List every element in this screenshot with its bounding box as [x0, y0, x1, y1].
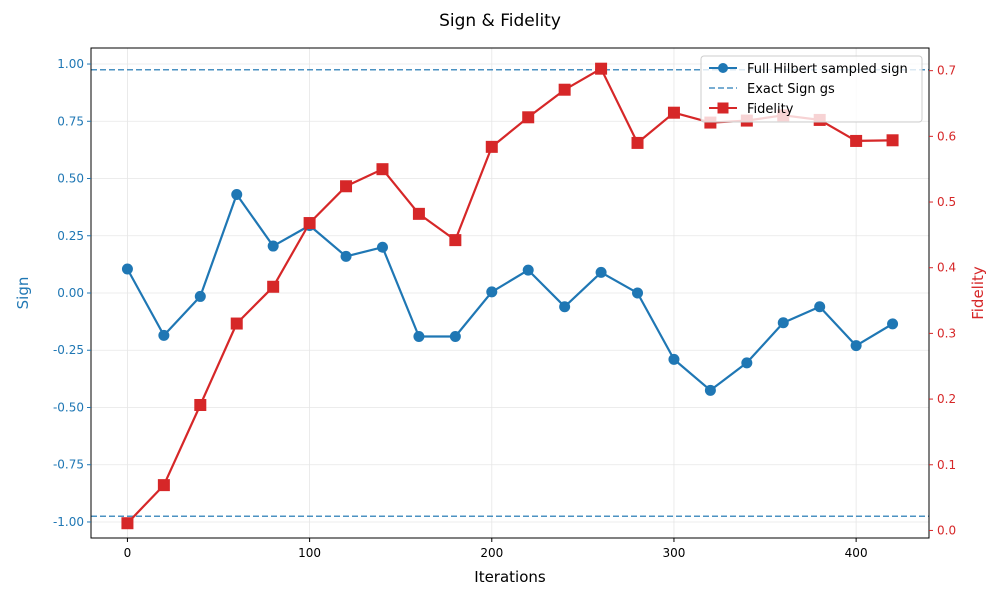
data-point — [194, 290, 206, 302]
y-right-tick-label: 0.6 — [937, 129, 956, 143]
y-right-tick-label: 0.0 — [937, 523, 956, 537]
y-left-axis: -1.00 -0.75 -0.50 -0.25 0.00 0.25 0.50 0.75 1.00 — [53, 57, 91, 529]
chart-title: Sign & Fidelity — [439, 11, 561, 31]
legend-marker-circle-icon — [718, 63, 728, 73]
data-point — [595, 266, 607, 278]
data-point — [558, 83, 571, 96]
y-right-tick-label: 0.4 — [937, 261, 956, 275]
data-point — [777, 317, 789, 329]
y-left-tick-label: 0.75 — [57, 114, 84, 128]
data-point — [230, 317, 243, 330]
data-point — [121, 263, 133, 275]
x-tick-label: 100 — [298, 546, 321, 560]
x-tick-label: 400 — [845, 546, 868, 560]
y-left-tick-label: -0.75 — [53, 458, 84, 472]
legend-label-exact-sign: Exact Sign gs — [747, 82, 835, 97]
x-tick-label: 200 — [480, 546, 503, 560]
data-point — [303, 217, 316, 230]
x-tick-label: 300 — [663, 546, 686, 560]
series-line — [126, 193, 894, 392]
data-point — [485, 140, 498, 153]
data-point — [267, 240, 279, 252]
data-point — [413, 331, 425, 343]
legend-entry-fidelity: Fidelity — [709, 102, 794, 117]
data-point — [121, 517, 134, 530]
y-left-axis-label: Sign — [14, 277, 32, 310]
y-right-axis-label: Fidelity — [969, 266, 987, 320]
data-point — [376, 241, 388, 253]
data-point — [194, 398, 207, 411]
data-point — [412, 207, 425, 220]
data-point — [340, 180, 353, 193]
x-tick-label: 0 — [124, 546, 132, 560]
data-point — [850, 134, 863, 147]
y-right-tick-label: 0.7 — [937, 64, 956, 78]
y-right-tick-label: 0.3 — [937, 326, 956, 340]
data-point — [158, 329, 170, 341]
y-left-tick-label: 1.00 — [57, 57, 84, 71]
y-left-tick-label: -0.25 — [53, 343, 84, 357]
data-point — [886, 134, 899, 147]
legend-marker-square-icon — [717, 102, 729, 114]
legend-entry-sign: Full Hilbert sampled sign — [709, 62, 908, 77]
legend-label-sign: Full Hilbert sampled sign — [747, 62, 908, 77]
y-left-tick-label: 0.25 — [57, 229, 84, 243]
data-point — [814, 301, 826, 313]
data-point — [850, 340, 862, 352]
legend: Full Hilbert sampled sign Exact Sign gs … — [700, 55, 923, 123]
legend-box — [700, 55, 923, 123]
data-point — [704, 116, 717, 129]
legend-entry-exact-sign: Exact Sign gs — [709, 82, 835, 97]
y-right-tick-label: 0.2 — [937, 392, 956, 406]
y-right-tick-label: 0.5 — [937, 195, 956, 209]
y-left-tick-label: 0.00 — [57, 286, 84, 300]
y-left-tick-label: -1.00 — [53, 515, 84, 529]
series-line — [126, 67, 893, 524]
series-sign — [121, 189, 899, 396]
data-point — [668, 353, 680, 365]
data-point — [157, 479, 170, 492]
y-left-tick-label: -0.50 — [53, 400, 84, 414]
y-right-axis: 0.0 0.1 0.2 0.3 0.4 0.5 0.6 0.7 — [929, 64, 956, 537]
y-right-tick-label: 0.1 — [937, 458, 956, 472]
data-point — [595, 62, 608, 75]
data-point — [631, 136, 644, 149]
data-point — [559, 301, 571, 313]
data-point — [522, 111, 535, 124]
x-axis: 0 100 200 300 400 — [124, 538, 868, 560]
data-point — [340, 250, 352, 262]
data-point — [522, 264, 534, 276]
data-point — [667, 106, 680, 119]
data-point — [632, 287, 644, 299]
x-axis-label: Iterations — [474, 568, 546, 586]
data-point — [449, 331, 461, 343]
data-point — [741, 357, 753, 369]
data-point — [231, 189, 243, 201]
data-point — [887, 318, 899, 330]
data-point — [486, 286, 498, 298]
data-point — [704, 384, 716, 396]
data-point — [449, 234, 462, 247]
data-point — [376, 163, 389, 176]
y-left-tick-label: 0.50 — [57, 172, 84, 186]
legend-label-fidelity: Fidelity — [747, 102, 794, 117]
series-fidelity — [121, 62, 899, 530]
data-point — [267, 280, 280, 293]
